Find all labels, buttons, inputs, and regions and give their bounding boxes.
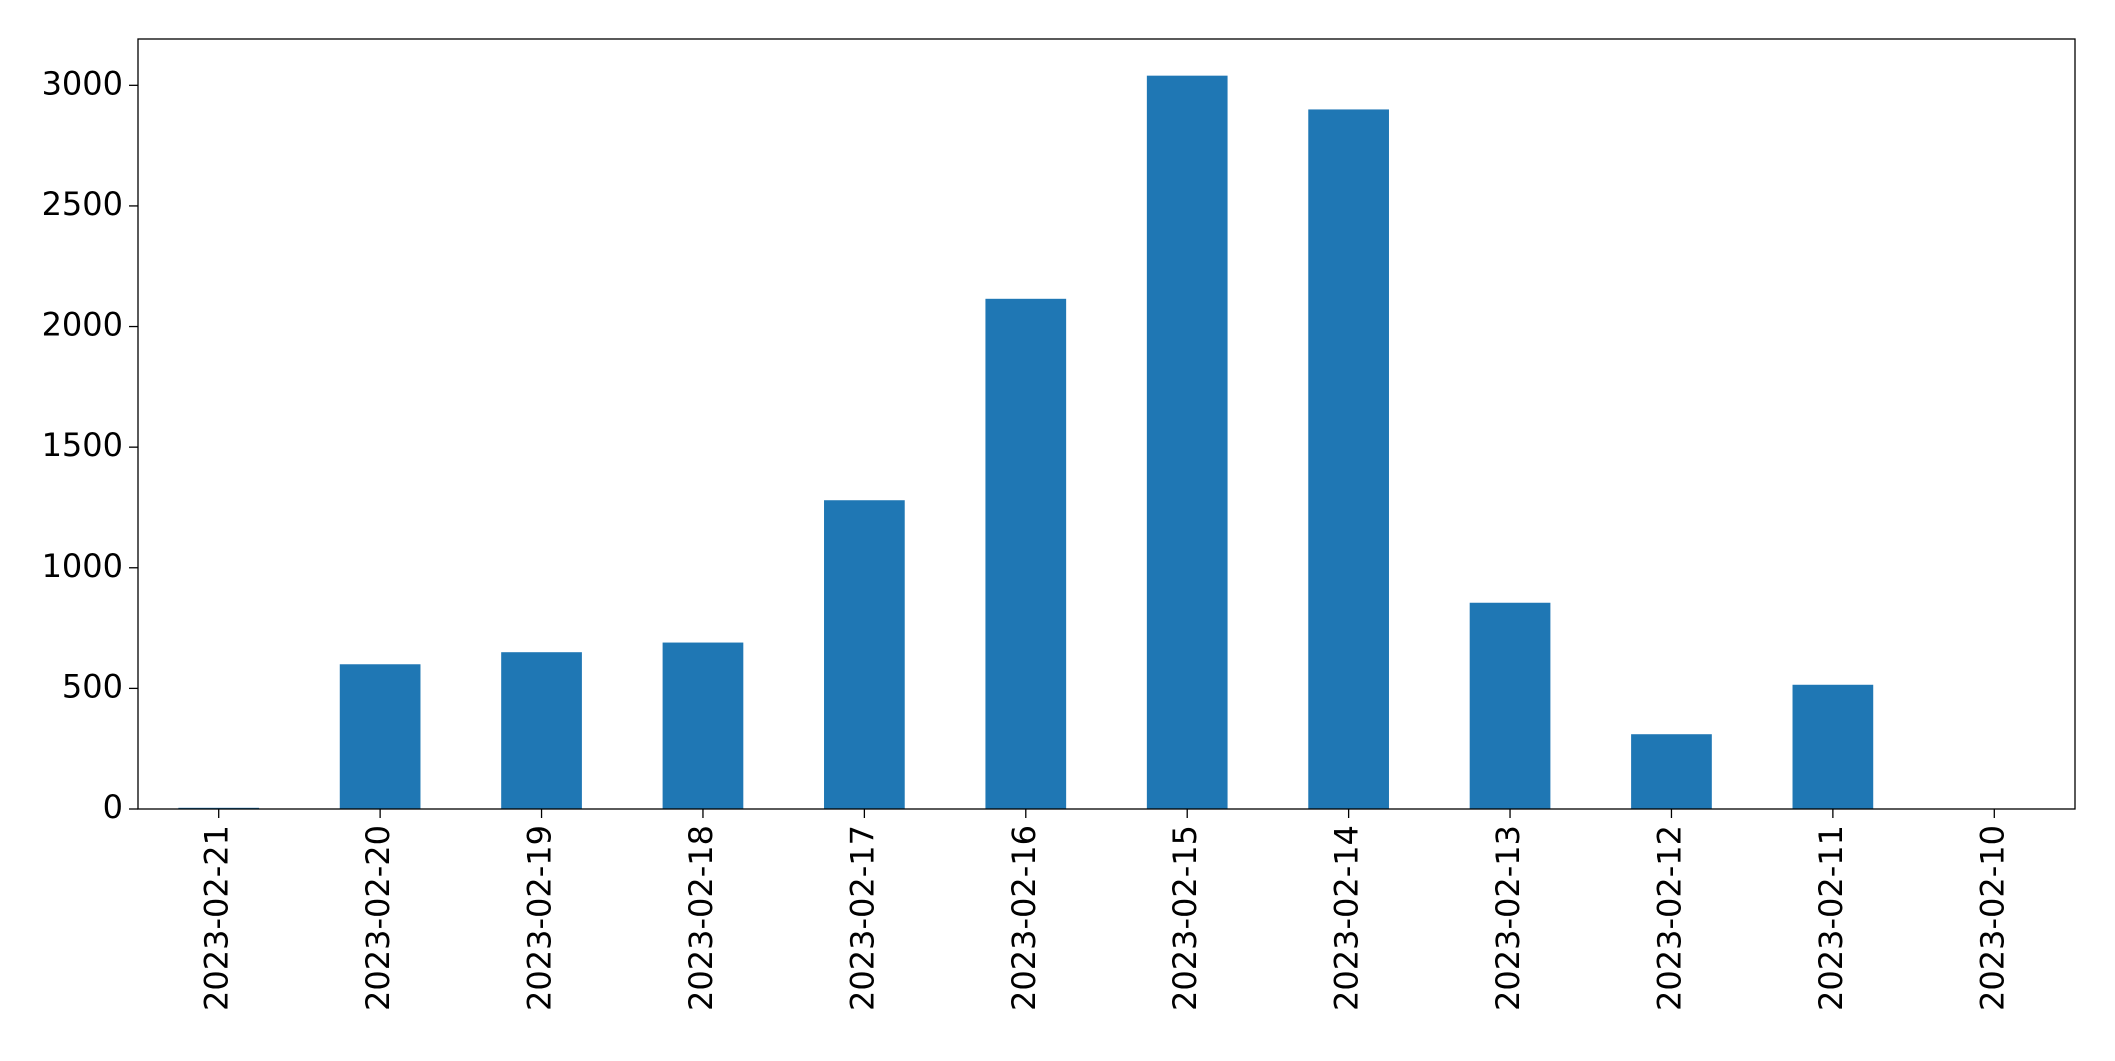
bar (339, 664, 421, 809)
x-tick-label: 2023-02-13 (1489, 825, 1527, 1011)
bar (1792, 684, 1874, 809)
y-tick-label: 1000 (42, 547, 123, 585)
x-tick-label: 2023-02-17 (843, 825, 881, 1011)
bar (1146, 75, 1228, 809)
plot-frame (137, 38, 2076, 810)
bar (1308, 109, 1389, 809)
bar (985, 298, 1067, 809)
y-tick-label: 1500 (42, 426, 123, 464)
bar (501, 652, 582, 809)
x-tick-label: 2023-02-21 (198, 825, 236, 1011)
y-tick-label: 0 (103, 788, 123, 826)
x-tick-label: 2023-02-20 (359, 825, 397, 1011)
x-tick-label: 2023-02-11 (1812, 825, 1850, 1011)
x-tick-label: 2023-02-16 (1005, 825, 1043, 1011)
y-tick-label: 500 (62, 667, 123, 705)
bar (1469, 602, 1551, 809)
y-tick-label: 2000 (42, 306, 123, 344)
x-tick-label: 2023-02-14 (1328, 825, 1366, 1011)
x-tick-label: 2023-02-15 (1166, 825, 1204, 1011)
bar (1631, 734, 1712, 809)
x-tick-label: 2023-02-10 (1973, 825, 2011, 1011)
y-tick-label: 3000 (42, 64, 123, 102)
bar (662, 642, 744, 809)
x-tick-label: 2023-02-18 (682, 825, 720, 1011)
bar (824, 500, 905, 809)
x-tick-label: 2023-02-19 (521, 825, 559, 1011)
y-tick-label: 2500 (42, 185, 123, 223)
x-tick-label: 2023-02-12 (1650, 825, 1688, 1011)
